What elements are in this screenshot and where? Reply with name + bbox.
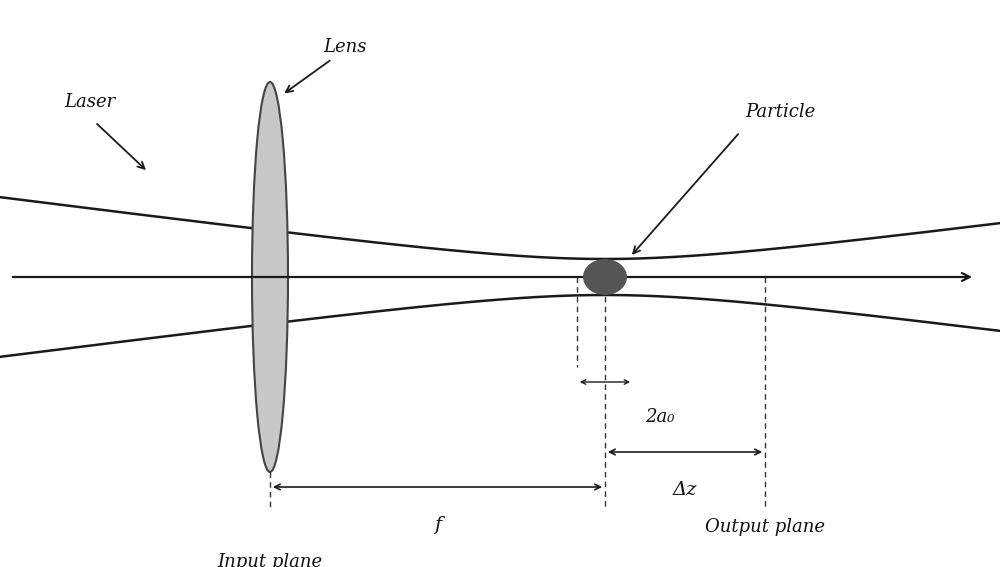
Text: 2a₀: 2a₀ — [645, 408, 675, 426]
Text: Input plane: Input plane — [217, 553, 323, 567]
Text: Laser: Laser — [64, 93, 116, 111]
Text: Lens: Lens — [323, 38, 367, 56]
Text: Δz: Δz — [673, 481, 697, 499]
Text: f: f — [434, 516, 441, 534]
Text: Particle: Particle — [745, 103, 815, 121]
Ellipse shape — [252, 82, 288, 472]
Ellipse shape — [583, 259, 627, 295]
Text: Output plane: Output plane — [705, 518, 825, 536]
